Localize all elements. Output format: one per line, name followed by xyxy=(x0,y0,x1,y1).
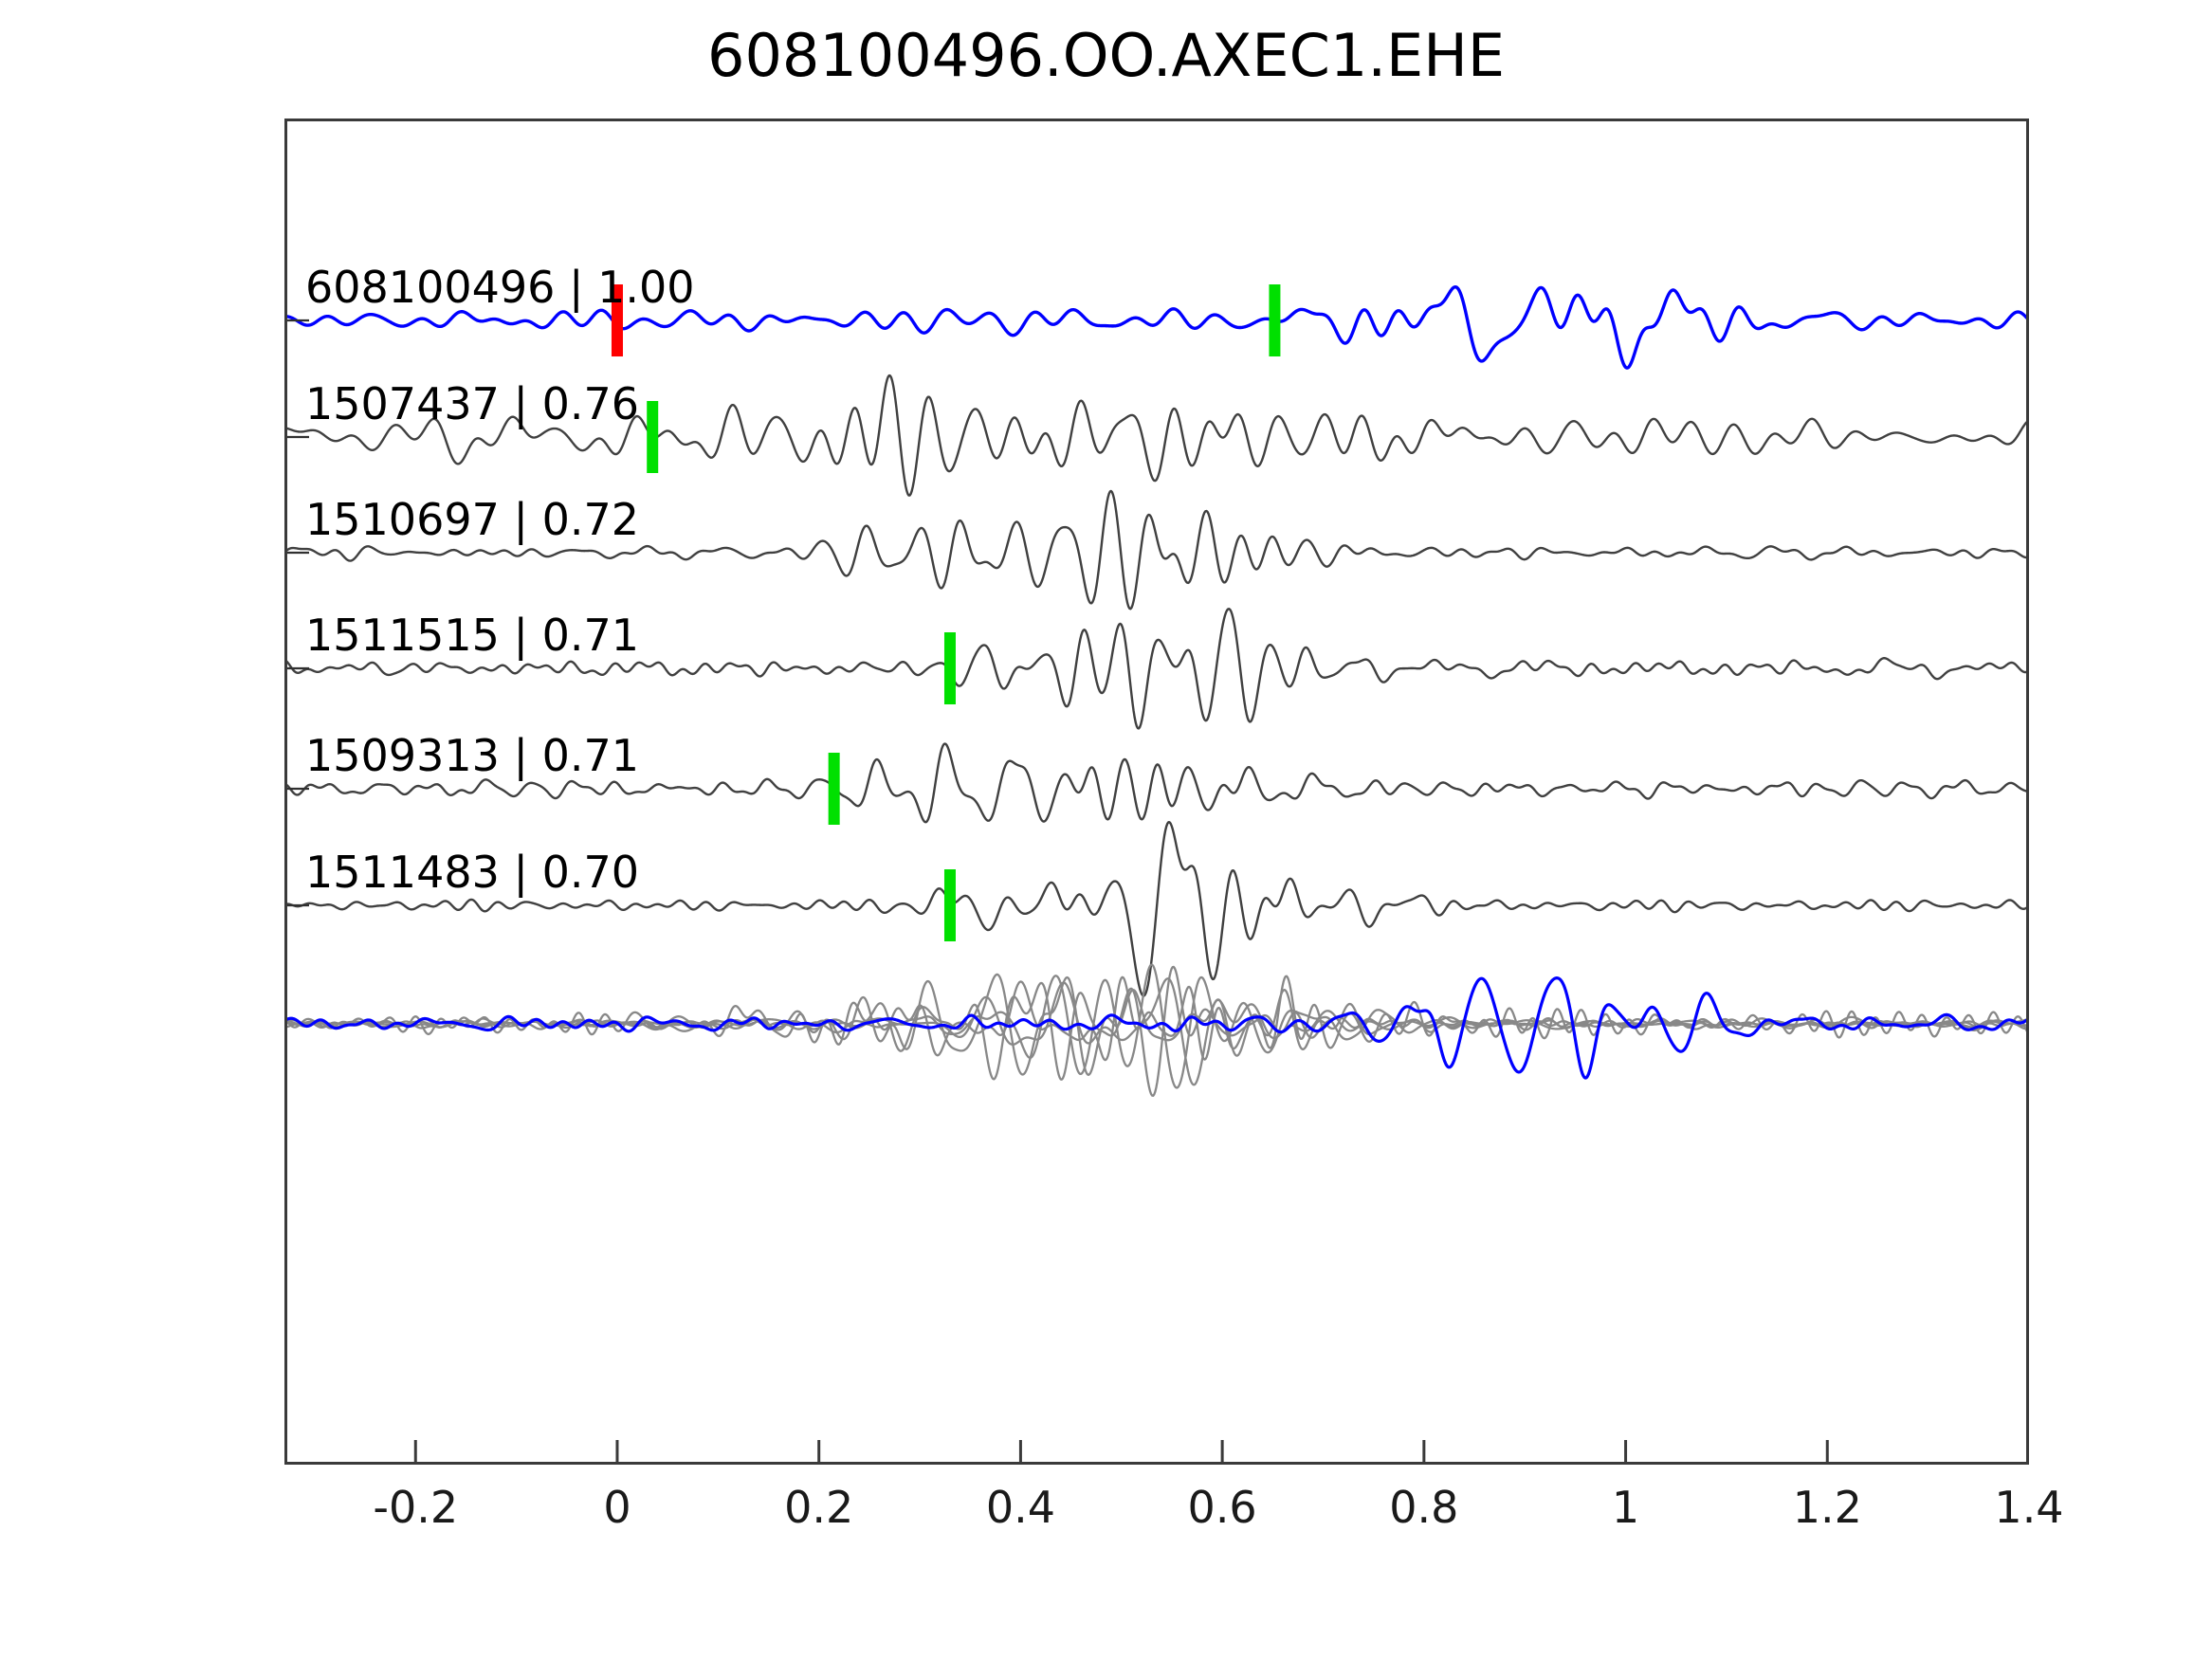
x-axis-tick-labels: -0.2 0 0.2 0.4 0.6 0.8 1 1.2 1.4 xyxy=(284,1482,2063,1548)
phase-pick-marker xyxy=(943,632,956,704)
phase-pick-marker xyxy=(647,401,659,473)
waveform-canvas xyxy=(284,284,2029,1463)
waveform-trace xyxy=(284,821,2029,997)
trace-group-1511483 xyxy=(284,821,2029,997)
trace-label-1509313: 1509313 | 0.71 xyxy=(305,730,640,781)
phase-pick-marker xyxy=(1269,284,1281,356)
phase-pick-marker xyxy=(828,753,840,825)
trace-group-1511515 xyxy=(284,608,2029,730)
x-axis-tick-label: 0 xyxy=(603,1482,631,1533)
phase-pick-marker xyxy=(943,869,956,941)
trace-group-1507437 xyxy=(284,374,2029,497)
overlay-trace-gray xyxy=(284,975,2029,1062)
overlay-trace-gray xyxy=(284,977,2029,1086)
x-axis-tick-label: 0.6 xyxy=(1187,1482,1257,1533)
x-axis-tick-label: 1 xyxy=(1611,1482,1640,1533)
overlay-trace-gray xyxy=(284,963,2029,1089)
trace-label-1507437: 1507437 | 0.76 xyxy=(305,378,640,429)
overlay-stack-panel xyxy=(284,963,2029,1098)
x-axis-tick-label: 0.4 xyxy=(985,1482,1055,1533)
x-axis-tick-label: -0.2 xyxy=(373,1482,459,1533)
x-axis-tick-label: 1.4 xyxy=(1994,1482,2064,1533)
trace-group-1509313 xyxy=(284,742,2029,825)
waveform-trace xyxy=(284,284,2029,370)
origin-time-marker xyxy=(611,284,623,356)
trace-group-1510697 xyxy=(284,489,2029,611)
x-axis-tick-label: 0.2 xyxy=(784,1482,854,1533)
waveform-trace xyxy=(284,742,2029,824)
trace-label-1511483: 1511483 | 0.70 xyxy=(305,847,640,898)
trace-label-608100496: 608100496 | 1.00 xyxy=(305,262,695,313)
waveform-trace xyxy=(284,608,2029,730)
trace-label-1511515: 1511515 | 0.71 xyxy=(305,610,640,661)
overlay-trace-gray xyxy=(284,965,2029,1098)
page-title: 608100496.OO.AXEC1.EHE xyxy=(707,21,1505,90)
waveform-trace xyxy=(284,489,2029,611)
trace-label-1510697: 1510697 | 0.72 xyxy=(305,494,640,545)
x-axis-tick-label: 0.8 xyxy=(1389,1482,1459,1533)
plot-axes: 608100496 | 1.00 1507437 | 0.76 1510697 | … xyxy=(284,118,2029,1465)
waveform-trace xyxy=(284,374,2029,497)
x-axis-tick-label: 1.2 xyxy=(1792,1482,1862,1533)
trace-group-608100496 xyxy=(284,284,2029,370)
overlay-trace-template xyxy=(284,976,2029,1080)
